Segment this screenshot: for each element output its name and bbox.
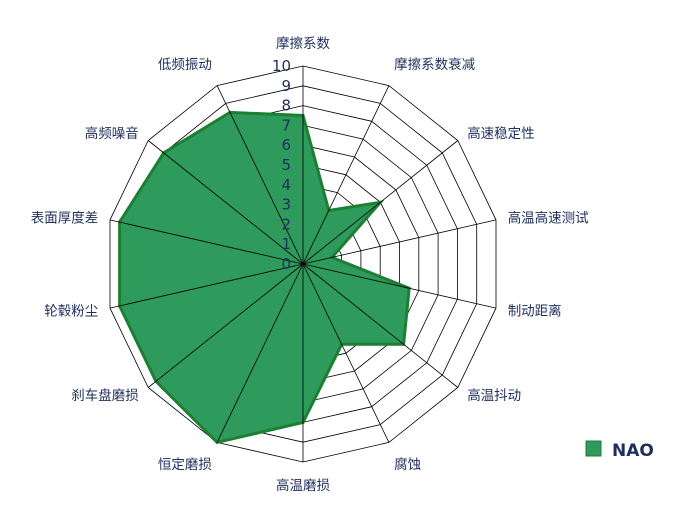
tick-label-6: 6: [281, 136, 291, 154]
tick-label-0: 0: [281, 255, 291, 273]
spoke-8: [216, 263, 304, 443]
spoke-3: [302, 219, 497, 265]
radar-spokes: [109, 66, 497, 462]
tick-label-1: 1: [281, 235, 291, 253]
spoke-6: [302, 263, 390, 443]
spoke-2: [302, 140, 459, 265]
series-polygon-0: [118, 110, 411, 445]
spoke-5: [302, 263, 459, 388]
spoke-12: [147, 140, 304, 265]
axis-label-5: 高温抖动: [467, 387, 521, 404]
tick-label-9: 9: [281, 77, 291, 95]
spoke-13: [216, 85, 304, 265]
radar-series: [118, 110, 411, 445]
tick-label-5: 5: [281, 156, 291, 174]
axis-label-1: 摩擦系数衰减: [394, 56, 475, 73]
tick-label-7: 7: [281, 116, 291, 134]
spoke-9: [147, 263, 304, 388]
tick-label-8: 8: [281, 97, 291, 115]
legend-swatch-nao: [585, 440, 602, 457]
legend: NAO: [585, 440, 654, 461]
legend-label-nao: NAO: [612, 441, 654, 461]
spoke-1: [302, 85, 390, 265]
axis-label-13: 低频振动: [158, 57, 212, 73]
axis-label-12: 高频噪音: [85, 125, 139, 142]
axis-label-3: 高温高速测试: [508, 209, 589, 226]
tick-label-3: 3: [281, 196, 291, 214]
axis-label-11: 表面厚度差: [31, 210, 99, 226]
spoke-11: [109, 219, 304, 265]
axis-label-4: 制动距离: [508, 303, 562, 320]
axis-label-9: 刹车盘磨损: [71, 387, 139, 404]
spoke-10: [109, 263, 304, 309]
axis-label-10: 轮毂粉尘: [44, 304, 98, 320]
tick-label-10: 10: [272, 57, 291, 75]
axis-label-7: 高温磨损: [276, 477, 330, 494]
axis-label-0: 摩擦系数: [276, 35, 330, 52]
axis-label-2: 高速稳定性: [467, 125, 535, 142]
tick-label-2: 2: [281, 215, 291, 233]
axis-label-8: 恒定磨损: [158, 457, 212, 473]
axis-label-6: 腐蚀: [394, 457, 421, 473]
spoke-4: [302, 263, 497, 309]
tick-label-4: 4: [281, 176, 291, 194]
